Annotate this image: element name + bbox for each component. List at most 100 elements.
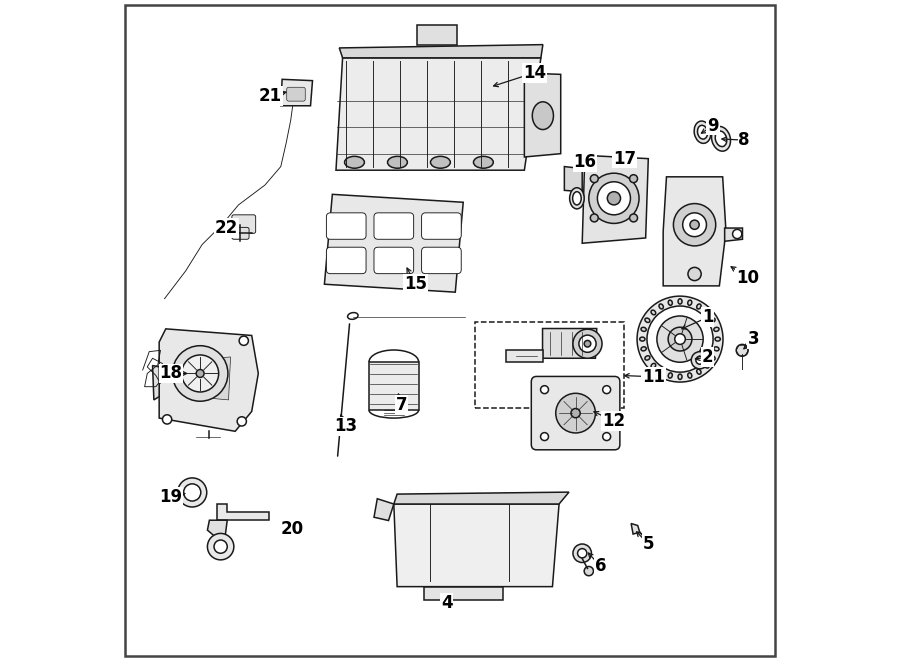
FancyBboxPatch shape — [232, 227, 249, 239]
Ellipse shape — [712, 126, 731, 151]
Circle shape — [541, 386, 548, 394]
Circle shape — [644, 539, 652, 548]
Circle shape — [590, 214, 598, 222]
Text: 22: 22 — [215, 219, 238, 237]
Circle shape — [688, 267, 701, 280]
Circle shape — [647, 306, 713, 372]
Text: 5: 5 — [643, 535, 654, 553]
Ellipse shape — [697, 304, 701, 309]
Circle shape — [573, 544, 591, 563]
Ellipse shape — [572, 192, 581, 205]
Ellipse shape — [641, 327, 646, 331]
Ellipse shape — [714, 327, 719, 331]
Circle shape — [589, 173, 639, 223]
FancyBboxPatch shape — [531, 377, 620, 449]
FancyBboxPatch shape — [287, 87, 305, 101]
Circle shape — [673, 204, 716, 246]
Ellipse shape — [645, 318, 650, 323]
Polygon shape — [582, 155, 648, 243]
Polygon shape — [336, 58, 541, 171]
Text: 21: 21 — [258, 87, 282, 105]
Circle shape — [571, 408, 580, 418]
FancyBboxPatch shape — [374, 247, 414, 274]
Ellipse shape — [651, 310, 656, 315]
Circle shape — [590, 175, 598, 182]
Ellipse shape — [697, 369, 701, 374]
Circle shape — [608, 192, 620, 205]
Bar — [475, 322, 624, 408]
Polygon shape — [281, 79, 312, 106]
Polygon shape — [724, 228, 742, 241]
FancyBboxPatch shape — [327, 247, 366, 274]
Circle shape — [184, 484, 201, 501]
Ellipse shape — [347, 313, 358, 319]
Circle shape — [637, 296, 723, 382]
Circle shape — [177, 478, 207, 507]
Ellipse shape — [668, 373, 672, 378]
Circle shape — [173, 346, 228, 401]
FancyBboxPatch shape — [327, 213, 366, 239]
Ellipse shape — [668, 300, 672, 305]
Ellipse shape — [694, 121, 711, 143]
Circle shape — [603, 432, 610, 440]
Text: 3: 3 — [748, 330, 760, 348]
Ellipse shape — [705, 310, 709, 315]
Text: 18: 18 — [159, 364, 183, 383]
Ellipse shape — [710, 356, 716, 360]
Ellipse shape — [640, 337, 645, 341]
Polygon shape — [207, 520, 227, 537]
Circle shape — [584, 566, 593, 576]
Polygon shape — [543, 329, 597, 358]
Circle shape — [675, 334, 685, 344]
Circle shape — [573, 329, 602, 358]
Circle shape — [683, 213, 706, 237]
Circle shape — [163, 415, 172, 424]
Circle shape — [630, 214, 637, 222]
Polygon shape — [324, 194, 464, 292]
Ellipse shape — [688, 373, 692, 378]
Circle shape — [598, 182, 631, 215]
Ellipse shape — [688, 300, 692, 305]
Ellipse shape — [716, 131, 727, 147]
Circle shape — [696, 356, 704, 364]
Text: 17: 17 — [613, 149, 636, 168]
Text: 10: 10 — [736, 268, 759, 287]
Ellipse shape — [678, 374, 682, 379]
Polygon shape — [153, 366, 159, 400]
Ellipse shape — [651, 364, 656, 368]
Ellipse shape — [473, 157, 493, 169]
Ellipse shape — [532, 102, 554, 130]
Text: 12: 12 — [602, 412, 625, 430]
Polygon shape — [369, 362, 419, 410]
Polygon shape — [417, 24, 456, 44]
Polygon shape — [339, 44, 543, 58]
Text: 2: 2 — [702, 348, 714, 366]
Circle shape — [691, 352, 708, 369]
Polygon shape — [663, 176, 726, 286]
Ellipse shape — [430, 157, 450, 169]
Circle shape — [736, 344, 748, 356]
Circle shape — [668, 327, 692, 351]
Text: 20: 20 — [281, 520, 304, 538]
Ellipse shape — [659, 369, 663, 374]
Circle shape — [579, 335, 596, 352]
Polygon shape — [631, 524, 640, 534]
Ellipse shape — [678, 299, 682, 304]
Ellipse shape — [705, 364, 709, 368]
Ellipse shape — [714, 347, 719, 351]
Ellipse shape — [345, 157, 364, 169]
Circle shape — [182, 355, 219, 392]
Ellipse shape — [716, 337, 720, 341]
Text: 13: 13 — [334, 417, 357, 436]
Polygon shape — [506, 350, 543, 362]
Circle shape — [690, 220, 699, 229]
Polygon shape — [525, 73, 561, 157]
Polygon shape — [394, 504, 559, 587]
Text: 19: 19 — [159, 488, 183, 506]
FancyBboxPatch shape — [374, 213, 414, 239]
Text: 7: 7 — [396, 395, 408, 414]
Ellipse shape — [641, 347, 646, 351]
Polygon shape — [564, 167, 582, 192]
Circle shape — [603, 386, 610, 394]
Circle shape — [733, 229, 742, 239]
